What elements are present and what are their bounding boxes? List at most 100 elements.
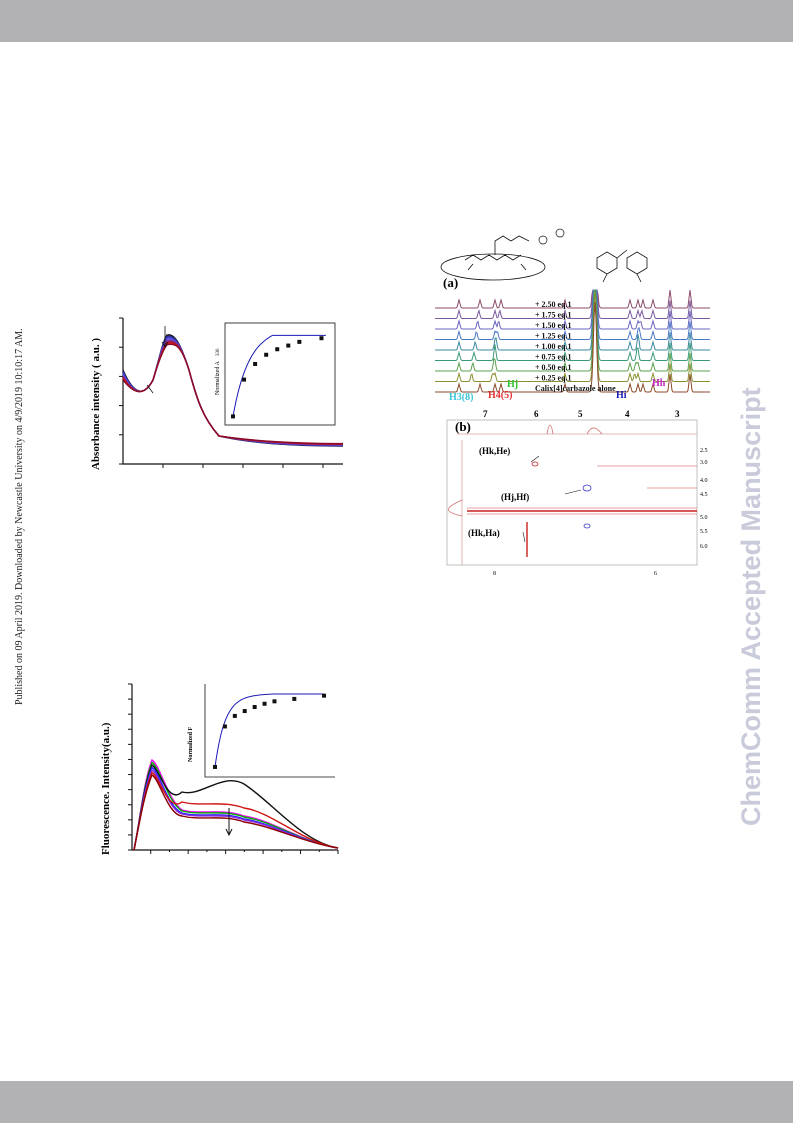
nmr-equivalent-label: + 2.50 eq.1 — [535, 300, 572, 309]
absorbance-inset-point — [264, 352, 269, 357]
absorbance-up-arrow — [146, 384, 154, 394]
nmr-spectrum-trace — [435, 289, 710, 309]
nmr-equivalent-label: + 1.00 eq.1 — [535, 342, 572, 351]
nmr-f1-tick-label: 4.5 — [700, 492, 708, 498]
absorbance-axes — [119, 317, 343, 468]
nmr-ppm-tick-label: 7 — [483, 409, 488, 419]
nmr-f1-tick-label: 5.0 — [700, 515, 708, 521]
nmr-2d-side-peak — [448, 499, 463, 517]
nmr-2d-top-peak — [586, 427, 603, 435]
accepted-manuscript-watermark: ChemComm Accepted Manuscript — [736, 387, 766, 826]
fluorescence-inset-point — [232, 713, 237, 718]
nmr-ppm-tick-label: 6 — [534, 409, 539, 419]
nmr-spectrum-trace — [435, 289, 710, 319]
nmr-spectrum-trace — [435, 289, 710, 340]
nmr-f1-axis: 2.5 3.0 4.0 4.5 5.0 5.5 6.0 — [700, 448, 708, 550]
nmr-spectrum-trace — [435, 289, 710, 351]
nmr-2d-pointer — [530, 455, 540, 463]
fluorescence-inset-fit-line — [214, 693, 324, 768]
cross-peak-hj-hf: (Hj,Hf) — [501, 492, 529, 502]
absorbance-down-arrowhead — [161, 341, 169, 348]
absorbance-chart: Absorbance intensity ( a.u. ) Normalized… — [90, 317, 344, 470]
absorbance-inset-subscript: 330 — [216, 348, 221, 356]
nmr-f2-tick-label: 8 — [493, 571, 496, 577]
nmr-ppm-tick-label: 3 — [675, 409, 680, 419]
nmr-ppm-axis: 7 6 5 4 3 — [483, 409, 680, 419]
nmr-equivalent-label: + 1.25 eq.1 — [535, 332, 572, 341]
nmr-2d-frame — [446, 419, 698, 566]
fluorescence-inset-point — [252, 705, 257, 710]
nmr-equivalent-label: + 0.25 eq.1 — [535, 374, 572, 383]
fluorescence-axis-line — [131, 684, 338, 851]
fluorescence-inset-point — [322, 693, 327, 698]
top-banner — [0, 0, 793, 42]
nmr-2d-spectrum — [446, 419, 698, 566]
nmr-panel-b-label: (b) — [455, 419, 471, 434]
fluorescence-inset-point — [213, 764, 217, 769]
absorbance-inset-point — [286, 343, 291, 348]
fluorescence-spectrum-line — [133, 773, 339, 851]
nmr-equivalent-label: + 1.50 eq.1 — [535, 321, 572, 330]
nmr-spectrum-trace — [435, 289, 710, 361]
bottom-banner — [0, 1081, 793, 1123]
nmr-equivalent-label: + 0.75 eq.1 — [535, 353, 572, 362]
nmr-chart: (a) + 2.50 eq.1 + 1.75 eq.1+ 1.50 eq.1 + 1… — [435, 228, 710, 577]
fluorescence-inset-point — [292, 696, 297, 701]
nmr-h38-label: H3(8) — [449, 392, 473, 403]
fluorescence-curves — [133, 758, 339, 851]
fluorescence-inset-point — [242, 709, 247, 714]
fluorescence-inset-ylabel: Normalized F — [188, 727, 194, 762]
nmr-h45-label: H4(5) — [488, 390, 512, 401]
nmr-ppm-tick-label: 5 — [578, 409, 583, 419]
nmr-2d-cross-peak — [582, 484, 592, 492]
absorbance-curves — [122, 326, 344, 447]
fluorescence-chart: Fluorescence. Intensity(a.u.) Normalized… — [100, 683, 339, 855]
nmr-equivalent-labels: + 2.50 eq.1 + 1.75 eq.1+ 1.50 eq.1 + 1.25 … — [535, 300, 616, 393]
absorbance-inset-point — [275, 347, 280, 352]
absorbance-spectrum-line — [122, 343, 344, 445]
nmr-2d-pointer — [564, 489, 582, 495]
absorbance-inset-fit-line — [232, 334, 326, 417]
nmr-2d-pointer — [522, 531, 526, 543]
absorbance-inset-frame — [224, 322, 336, 426]
fluorescence-down-arrowhead — [225, 828, 233, 837]
nmr-spectrum-trace — [435, 301, 710, 393]
fluorescence-ylabel: Fluorescence. Intensity(a.u.) — [100, 722, 112, 855]
absorbance-inset-point — [253, 361, 258, 366]
nmr-hi-label: Hi — [616, 390, 627, 401]
absorbance-inset-point — [242, 377, 247, 382]
nmr-f1-tick-label: 6.0 — [700, 544, 708, 550]
publication-note: Published on 09 April 2019. Downloaded b… — [14, 328, 25, 705]
nmr-panel-a-label: (a) — [443, 275, 458, 290]
nmr-hh-label: Hh — [652, 378, 666, 389]
cross-peak-hk-he: (Hk,He) — [479, 446, 510, 456]
nmr-ppm-tick-label: 4 — [625, 409, 630, 419]
fluorescence-figure: Fluorescence. Intensity(a.u.) Normalized… — [100, 670, 345, 860]
nmr-figure: (a) + 2.50 eq.1 + 1.75 eq.1 + 1.50 eq.1 + 1… — [425, 220, 720, 580]
nmr-f1-tick-label: 5.5 — [700, 529, 708, 535]
calixcarbazole-structure — [440, 235, 648, 283]
nmr-stacked-spectra — [435, 289, 710, 393]
nmr-2d-cross-peak — [531, 461, 539, 467]
nmr-f1-tick-label: 2.5 — [700, 448, 708, 454]
nmr-f1-tick-label: 4.0 — [700, 478, 708, 484]
absorbance-inset-ylabel: Normalized A — [215, 361, 221, 395]
absorbance-ylabel: Absorbance intensity ( a.u. ) — [90, 338, 102, 470]
nmr-equivalent-label: + 1.75 eq.1 — [535, 311, 572, 320]
nmr-f2-tick-label: 6 — [654, 571, 657, 577]
nmr-2d-cross-peak — [583, 523, 591, 529]
absorbance-inset — [224, 322, 336, 426]
fluorescence-inset-point — [222, 724, 227, 729]
nmr-spectrum-trace — [435, 289, 710, 372]
absorbance-inset-point — [319, 336, 324, 341]
fluorescence-inset-point — [272, 699, 277, 704]
absorbance-inset-point — [231, 414, 235, 419]
nmr-hj-label: Hj — [507, 379, 518, 390]
absorbance-figure: Absorbance intensity ( a.u. ) Normalized… — [85, 300, 355, 480]
fluorescence-axes — [128, 683, 339, 854]
absorbance-inset-point — [297, 339, 302, 344]
cross-peak-hk-ha: (Hk,Ha) — [468, 528, 500, 538]
fluorescence-inset-point — [262, 701, 267, 706]
nmr-equivalent-label: + 0.50 eq.1 — [535, 363, 572, 372]
